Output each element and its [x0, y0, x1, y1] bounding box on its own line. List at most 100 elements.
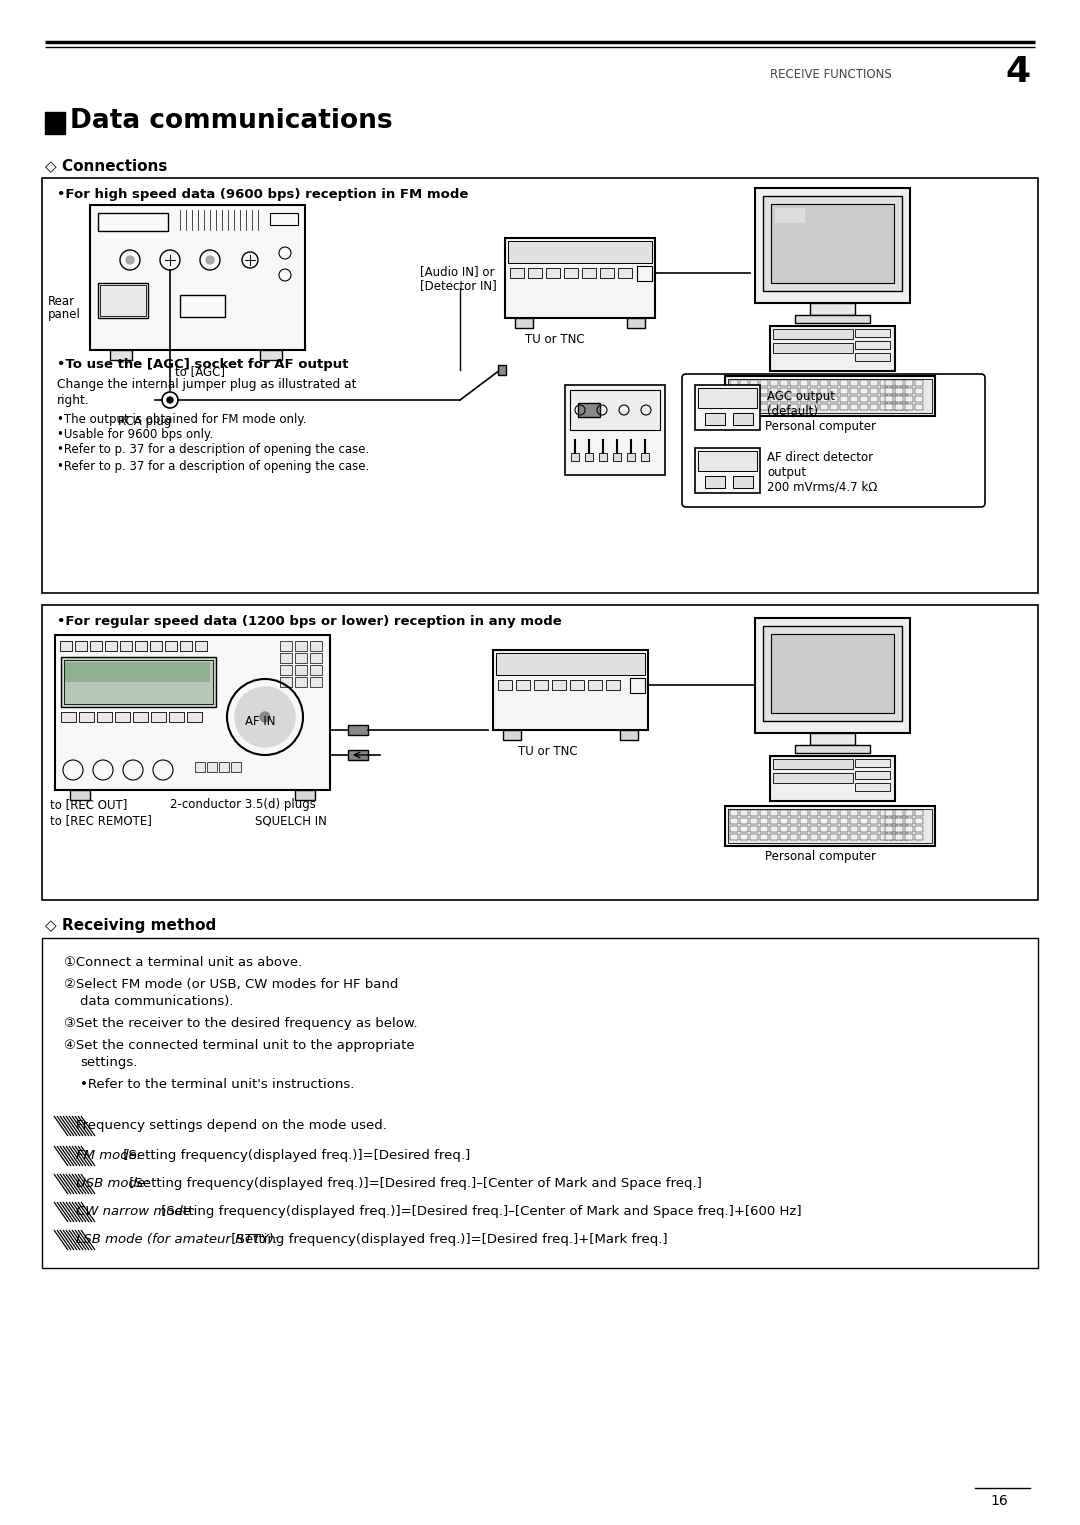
Bar [630, 679, 645, 692]
Bar [780, 817, 788, 824]
Bar [730, 387, 738, 393]
Text: •For high speed data (9600 bps) reception in FM mode: •For high speed data (9600 bps) receptio… [57, 188, 469, 201]
Bar [55, 634, 330, 790]
Bar [740, 380, 748, 386]
Bar [492, 650, 648, 730]
Bar [780, 380, 788, 386]
Bar [730, 404, 738, 410]
Text: •Refer to p. 37 for a description of opening the case.: •Refer to p. 37 for a description of ope… [57, 461, 369, 473]
Bar [900, 404, 908, 410]
Bar [905, 834, 913, 840]
Bar [780, 404, 788, 410]
Text: (default): (default) [767, 406, 818, 418]
Bar [880, 380, 888, 386]
Bar [789, 387, 798, 393]
Bar [770, 810, 778, 816]
Bar [789, 404, 798, 410]
Text: AF IN: AF IN [245, 715, 275, 727]
Bar [64, 660, 213, 705]
Bar [895, 810, 903, 816]
Bar [100, 285, 146, 316]
Bar [915, 810, 923, 816]
Bar [773, 773, 853, 782]
Bar [516, 680, 530, 689]
Bar [348, 750, 368, 759]
Bar [150, 640, 162, 651]
Bar [698, 451, 757, 471]
Bar [820, 827, 828, 833]
Bar [508, 241, 652, 262]
Bar [760, 380, 768, 386]
Bar [564, 268, 578, 278]
Bar [810, 380, 818, 386]
Bar [260, 351, 282, 360]
Bar [880, 827, 888, 833]
Bar [890, 817, 897, 824]
Bar [750, 817, 758, 824]
Bar [740, 396, 748, 403]
Bar [895, 404, 903, 410]
Bar [750, 834, 758, 840]
Bar [760, 404, 768, 410]
Bar [60, 640, 72, 651]
Bar [890, 810, 897, 816]
Bar [905, 396, 913, 403]
Bar [820, 810, 828, 816]
Bar [588, 680, 602, 689]
Bar [870, 834, 878, 840]
Bar [570, 680, 584, 689]
Bar [810, 827, 818, 833]
Bar [97, 712, 112, 721]
Text: ①Connect a terminal unit as above.: ①Connect a terminal unit as above. [64, 956, 302, 968]
Bar [505, 238, 654, 319]
Bar [270, 214, 298, 226]
Text: to [REC OUT]: to [REC OUT] [50, 798, 127, 811]
Bar [895, 396, 903, 403]
Bar [860, 404, 868, 410]
Bar [870, 404, 878, 410]
Bar [599, 453, 607, 461]
Bar [915, 404, 923, 410]
Text: Personal computer: Personal computer [765, 419, 876, 433]
Bar [770, 326, 895, 371]
Bar [810, 817, 818, 824]
Bar [773, 329, 853, 339]
Circle shape [126, 256, 134, 264]
Bar [90, 204, 305, 351]
Bar [900, 834, 908, 840]
Bar [219, 762, 229, 772]
Bar [870, 380, 878, 386]
Text: FM mode:: FM mode: [76, 1148, 141, 1162]
Bar [831, 396, 838, 403]
Bar [780, 827, 788, 833]
Bar [840, 810, 848, 816]
Text: ②Select FM mode (or USB, CW modes for HF band: ②Select FM mode (or USB, CW modes for HF… [64, 978, 399, 991]
Bar [295, 653, 307, 663]
Bar [900, 817, 908, 824]
Bar [760, 396, 768, 403]
Bar [880, 396, 888, 403]
Bar [90, 640, 102, 651]
Bar [750, 396, 758, 403]
Bar [114, 712, 130, 721]
Bar [528, 268, 542, 278]
Bar [855, 782, 890, 791]
Bar [42, 605, 1038, 900]
Bar [850, 810, 858, 816]
Bar [870, 817, 878, 824]
Text: RECEIVE FUNCTIONS: RECEIVE FUNCTIONS [770, 69, 892, 81]
Bar [915, 834, 923, 840]
Bar [45, 111, 65, 134]
Bar [348, 724, 368, 735]
Bar [840, 817, 848, 824]
Bar [850, 380, 858, 386]
Text: settings.: settings. [80, 1055, 137, 1069]
Bar [900, 380, 908, 386]
Bar [310, 677, 322, 686]
Bar [800, 827, 808, 833]
Bar [905, 817, 913, 824]
Bar [800, 396, 808, 403]
Bar [750, 810, 758, 816]
Bar [770, 817, 778, 824]
Text: ④Set the connected terminal unit to the appropriate: ④Set the connected terminal unit to the … [64, 1039, 415, 1052]
